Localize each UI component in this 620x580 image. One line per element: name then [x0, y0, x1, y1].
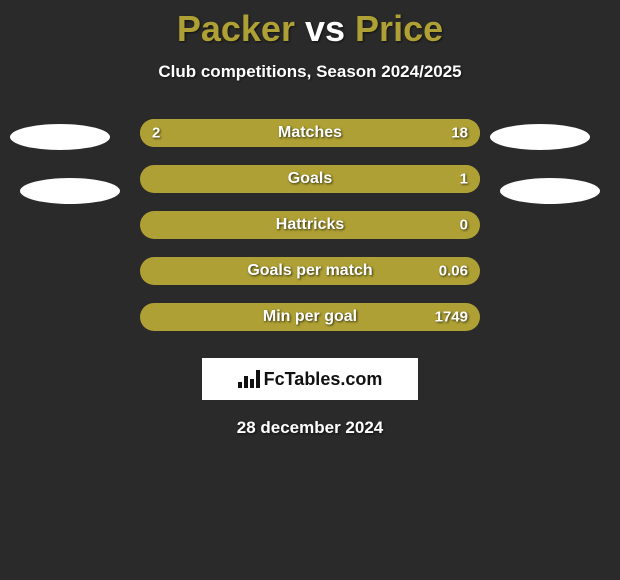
stat-value-right: 0.06: [439, 263, 468, 280]
stat-label: Min per goal: [263, 308, 357, 326]
player2-name: Price: [355, 8, 443, 49]
vs-text: vs: [305, 8, 345, 49]
stat-label: Matches: [278, 124, 342, 142]
subtitle: Club competitions, Season 2024/2025: [0, 62, 620, 82]
brand-text: FcTables.com: [264, 369, 383, 390]
stat-row: Hattricks 0: [0, 202, 620, 248]
stat-bar: Goals 1: [140, 165, 480, 193]
stat-value-right: 1749: [435, 309, 468, 326]
stat-bar: Goals per match 0.06: [140, 257, 480, 285]
stat-value-right: 0: [460, 217, 468, 234]
decor-ellipse-left-2: [20, 178, 120, 204]
decor-ellipse-left-1: [10, 124, 110, 150]
decor-ellipse-right-2: [500, 178, 600, 204]
stat-label: Hattricks: [276, 216, 344, 234]
stat-value-left: 2: [152, 125, 160, 142]
bars-icon: [238, 370, 260, 388]
stat-label: Goals: [288, 170, 332, 188]
player1-name: Packer: [177, 8, 295, 49]
brand-box[interactable]: FcTables.com: [202, 358, 418, 400]
stat-row: Goals per match 0.06: [0, 248, 620, 294]
stat-bar: Hattricks 0: [140, 211, 480, 239]
stat-label: Goals per match: [247, 262, 372, 280]
stat-row: Min per goal 1749: [0, 294, 620, 340]
stat-bar: Matches 2 18: [140, 119, 480, 147]
stat-value-right: 18: [451, 125, 468, 142]
stat-value-right: 1: [460, 171, 468, 188]
stat-bar: Min per goal 1749: [140, 303, 480, 331]
bar-fill-left: [140, 119, 201, 147]
footer-date: 28 december 2024: [0, 418, 620, 438]
decor-ellipse-right-1: [490, 124, 590, 150]
comparison-title: Packer vs Price: [0, 0, 620, 50]
